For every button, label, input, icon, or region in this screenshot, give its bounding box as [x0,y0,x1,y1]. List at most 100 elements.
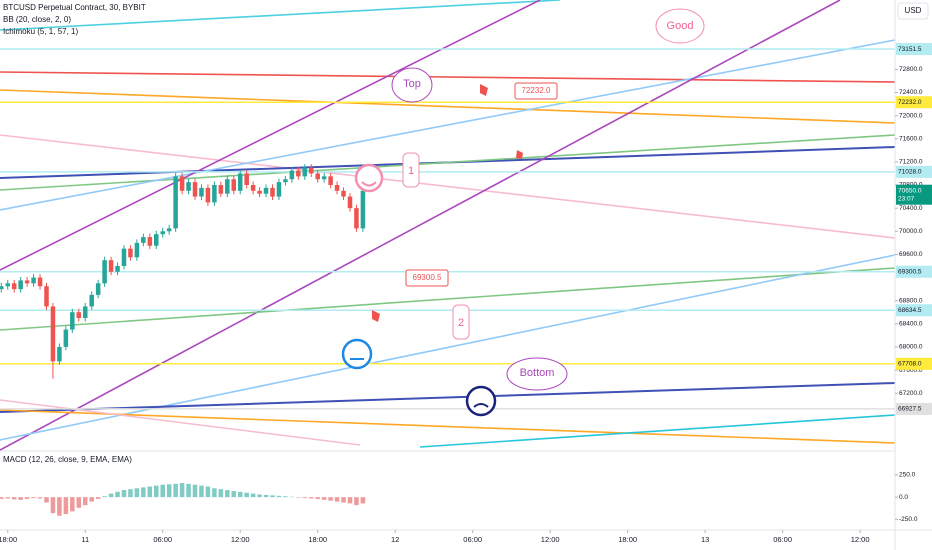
top-label: Top [403,78,421,90]
macd-bar [334,497,340,502]
candle-body [296,170,301,177]
axes: 72800.072400.072000.071600.071200.070800… [0,43,932,544]
marker-two-box [452,304,470,340]
macd-tick-label: -250.0 [899,516,918,523]
macd-bar [108,493,114,498]
price-level-tag [896,165,932,178]
macd-legend: MACD (12, 26, close, 9, EMA, EMA) [3,455,132,464]
macd-bar [57,497,62,516]
header: BTCUSD Perpetual Contract, 30, BYBIT BB … [3,2,929,464]
hand-icon [372,310,380,322]
macd-bar [128,489,133,498]
candle-body [231,179,237,191]
drawings [0,0,896,451]
y-tick-label: 68000.0 [899,344,923,351]
candle-body [121,248,127,266]
marker-one: 1 [408,165,414,177]
last-price-tag [896,184,932,205]
macd-bar [315,497,320,499]
marker-two: 2 [458,317,464,329]
candle-body [315,173,320,180]
last-price-label: 70650.0 [898,187,922,194]
candle-body [218,185,224,194]
macd-bar [11,497,17,500]
candle-body [354,208,359,229]
x-tick-label: 12:00 [541,535,560,544]
candle-body [166,228,172,232]
candle-body [257,190,262,194]
y-tick-label: 71200.0 [899,159,923,166]
candle-body [237,173,243,191]
confused-mouth [473,403,489,408]
candle-body [141,237,146,243]
x-tick-label: 06:00 [153,535,172,544]
candle-body [147,237,153,246]
candle-body [134,242,140,258]
macd-bar [354,497,359,506]
price-level-tag [896,402,932,415]
candle-body [205,187,211,203]
macd-bar [270,495,275,498]
macd-bar [283,496,288,498]
macd-bar [231,490,237,498]
candle-body [263,187,269,194]
macd-bar [347,497,353,504]
candle-body [212,185,217,203]
y-tick-label: 67600.0 [899,367,923,374]
macd-bar [121,490,127,498]
candle-body [63,329,69,347]
macd-bar [218,489,224,498]
macd-bar [141,487,146,498]
price-level-label: 67708.0 [898,361,922,368]
x-tick-label: 12 [391,535,399,544]
candle-body [11,283,17,290]
candle-body [128,248,133,258]
callout-high: 72232.0 [522,86,551,95]
currency-box[interactable] [897,2,929,20]
macd-bar [205,486,211,498]
candle-body [192,182,198,197]
candle-body [360,190,366,229]
price-level-label: 72232.0 [898,99,922,106]
bottom-bubble [506,357,568,391]
candle-body [154,234,159,246]
macd-bar [44,497,49,503]
candle-body [225,179,230,194]
candle-body [160,231,165,235]
candle-body [199,187,204,197]
x-tick-label: 12:00 [231,535,250,544]
price-level-tag [896,304,932,317]
macd-bar [360,497,366,504]
macd-bar [102,496,107,498]
candle-body [18,280,23,290]
macd-bar [328,497,333,501]
macd-bar [82,497,88,506]
x-tick-label: 06:00 [463,535,482,544]
price-level-label: 68634.5 [898,307,922,314]
candle-body [44,286,49,307]
macd-bar [257,494,262,498]
symbol-title: BTCUSD Perpetual Contract, 30, BYBIT [3,3,146,12]
macd-bar [95,497,101,499]
candle-body [302,167,308,177]
x-tick-label: 06:00 [773,535,792,544]
price-level-label: 73151.5 [898,46,922,53]
candle-body [250,185,256,191]
candle-body [102,260,107,284]
hand-icon [480,84,488,96]
candle-body [308,167,314,174]
macd-bar [50,497,56,514]
currency[interactable]: USD [905,6,922,15]
x-tick-label: 13 [701,535,709,544]
macd-bar [186,483,191,498]
confused-icon [465,385,497,417]
candle-body [328,176,333,186]
good-label: Good [667,20,694,32]
macd-bar [341,497,346,503]
macd-bar [63,497,69,515]
macd-pane [0,482,366,516]
macd-bar [250,493,256,498]
x-tick-label: 18:00 [308,535,327,544]
candle-body [244,173,249,186]
